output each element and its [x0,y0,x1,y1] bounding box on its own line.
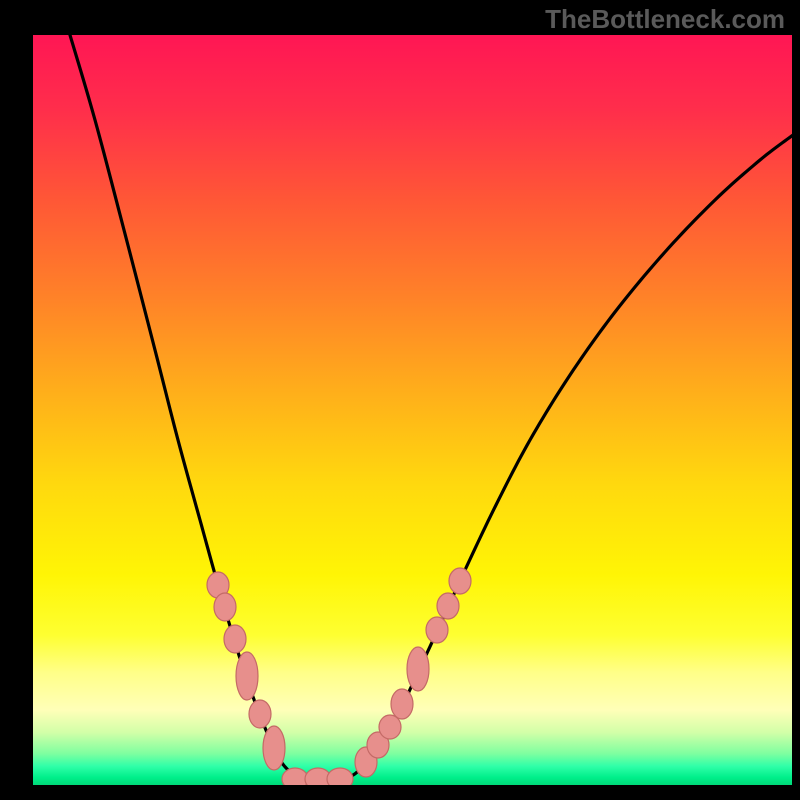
bead [236,652,258,700]
bead [407,647,429,691]
bead [214,593,236,621]
bead [449,568,471,594]
bead [437,593,459,619]
watermark: TheBottleneck.com [545,4,785,34]
bead [224,625,246,653]
bead [263,726,285,770]
bead [379,715,401,739]
bead [249,700,271,728]
bead [426,617,448,643]
bead [391,689,413,719]
bottleneck-chart: TheBottleneck.com [0,0,800,800]
